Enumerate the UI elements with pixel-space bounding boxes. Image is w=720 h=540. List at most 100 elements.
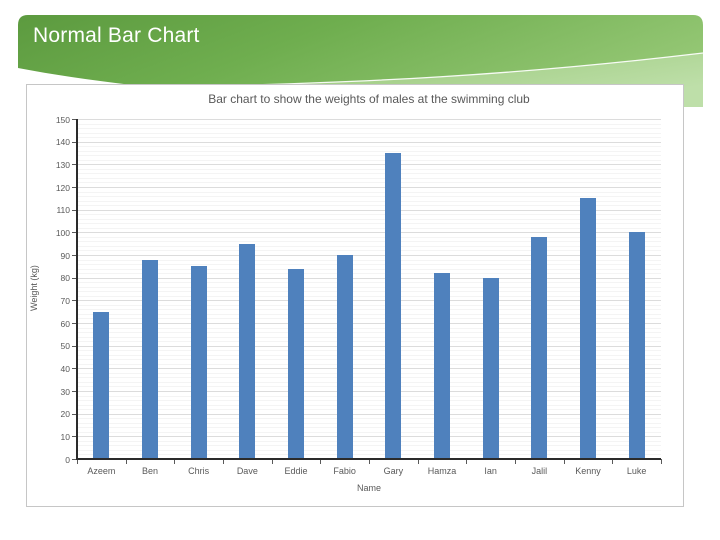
y-tick-label: 110 <box>56 205 70 216</box>
gridline-major <box>77 255 661 256</box>
gridline-minor <box>77 454 661 456</box>
x-tick-mark <box>563 459 565 464</box>
gridline-minor <box>77 182 661 184</box>
y-tick-mark <box>72 323 77 324</box>
gridline-minor <box>77 422 661 424</box>
gridline-minor <box>77 313 661 315</box>
gridline-minor <box>77 377 661 379</box>
x-tick-mark <box>125 459 127 464</box>
gridline-minor <box>77 427 661 429</box>
gridline-minor <box>77 409 661 411</box>
gridline-minor <box>77 372 661 374</box>
bar-jalil <box>531 236 548 459</box>
y-tick-mark <box>72 345 77 347</box>
x-axis-line <box>76 458 661 460</box>
x-tick-label: Kenny <box>575 466 601 476</box>
gridline-minor <box>77 150 661 152</box>
y-tick-mark <box>72 277 77 279</box>
gridline-minor <box>77 327 661 329</box>
gridline-minor <box>77 282 661 284</box>
y-tick-label: 10 <box>60 431 70 442</box>
x-tick-mark <box>271 459 273 464</box>
plot-area: 0 10 20 30 40 50 60 70 80 90 100 110 120 130 140 150 Aze… <box>27 85 683 506</box>
bar-gary <box>385 153 402 459</box>
y-tick-mark <box>72 141 77 143</box>
gridline-major <box>77 300 661 302</box>
x-tick-label: Gary <box>383 466 404 476</box>
gridline-major <box>77 277 661 279</box>
x-tick-mark <box>661 459 662 464</box>
y-tick-mark <box>72 368 77 370</box>
gridline-minor <box>77 286 661 288</box>
y-tick-label: 90 <box>60 250 70 261</box>
gridline-major <box>77 164 661 166</box>
gridline-minor <box>77 177 661 179</box>
gridline-minor <box>77 218 661 220</box>
gridline-minor <box>77 268 661 270</box>
y-tick-label: 140 <box>55 137 70 148</box>
gridline-minor <box>77 336 661 338</box>
x-tick-label: Azeem <box>87 466 116 476</box>
gridline-minor <box>77 354 661 356</box>
y-tick-label: 40 <box>60 363 70 374</box>
gridline-minor <box>77 341 661 343</box>
gridline-minor <box>77 359 661 361</box>
gridline-minor <box>77 137 661 139</box>
gridline-minor <box>77 404 661 406</box>
x-tick-mark <box>369 459 370 464</box>
x-tick-mark <box>320 459 322 464</box>
chart-box: Bar chart to show the weights of males a… <box>26 84 684 507</box>
x-tick-mark <box>223 459 224 464</box>
y-tick-mark <box>72 187 77 188</box>
x-tick-mark <box>466 459 468 464</box>
gridline-minor <box>77 332 661 334</box>
gridline-minor <box>77 350 661 352</box>
gridline-major <box>77 436 661 438</box>
y-tick-label: 130 <box>55 159 70 170</box>
x-axis-title: Name <box>356 483 381 493</box>
bar-hamza <box>434 273 450 459</box>
gridline-minor <box>77 236 661 238</box>
bar-kenny <box>580 198 596 459</box>
gridline-major <box>77 187 661 188</box>
bar-eddie <box>288 268 304 459</box>
gridline-minor <box>77 196 661 198</box>
gridline-minor <box>77 259 661 261</box>
y-tick-mark <box>72 164 77 166</box>
y-tick-label: 20 <box>60 409 70 420</box>
y-axis-line <box>76 119 78 460</box>
y-tick-mark <box>72 459 77 460</box>
gridline-minor <box>77 159 661 161</box>
x-tick-mark <box>77 459 78 464</box>
gridline-minor <box>77 318 661 320</box>
x-tick-label: Ben <box>141 466 158 476</box>
y-tick-mark <box>72 413 77 415</box>
x-tick-label: Eddie <box>284 466 308 476</box>
gridline-major <box>77 119 661 120</box>
gridline-minor <box>77 418 661 420</box>
gridline-minor <box>77 223 661 225</box>
x-tick-label: Chris <box>188 466 210 476</box>
gridline-minor <box>77 295 661 297</box>
gridline-minor <box>77 395 661 397</box>
gridline-minor <box>77 128 661 130</box>
bar-luke <box>628 232 645 459</box>
x-tick-mark <box>612 459 614 464</box>
y-tick-label: 100 <box>55 227 70 238</box>
gridline-minor <box>77 214 661 216</box>
x-tick-mark <box>515 459 516 464</box>
gridline-minor <box>77 245 661 247</box>
y-tick-label: 0 <box>65 454 70 465</box>
gridline-minor <box>77 205 661 207</box>
x-tick-mark <box>174 459 176 464</box>
gridline-minor <box>77 273 661 275</box>
bar-fabio <box>336 255 353 459</box>
gridline-minor <box>77 241 661 243</box>
gridline-minor <box>77 363 661 365</box>
y-tick-label: 120 <box>55 182 70 193</box>
x-tick-label: Ian <box>484 466 497 476</box>
gridline-major <box>77 209 661 211</box>
chart-title: Bar chart to show the weights of males a… <box>208 92 530 106</box>
gridline-minor <box>77 250 661 252</box>
